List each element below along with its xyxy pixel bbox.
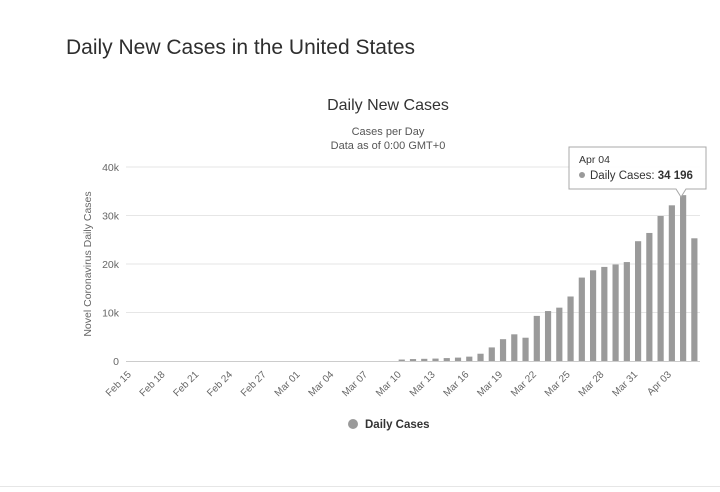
bar[interactable] [533, 315, 540, 361]
bar[interactable] [477, 353, 484, 361]
x-tick-label: Mar 22 [509, 369, 539, 399]
tooltip-value-line: Daily Cases: 34 196 [590, 170, 693, 182]
x-tick-label: Feb 27 [239, 369, 269, 399]
bar[interactable] [454, 357, 462, 361]
bar[interactable] [578, 277, 585, 361]
tooltip: Apr 04 Daily Cases: 34 196 [568, 146, 707, 198]
bar[interactable] [488, 347, 495, 361]
chart-subtitle-line-2: Data as of 0:00 GMT+0 [331, 140, 446, 152]
bar[interactable] [567, 296, 574, 361]
chart-subtitle-line-1: Cases per Day [352, 126, 425, 138]
bar[interactable] [511, 334, 518, 361]
tooltip-series-label: Daily Cases: [590, 170, 655, 182]
x-tick-label: Mar 31 [610, 369, 640, 399]
tooltip-series-marker [579, 172, 585, 178]
bar[interactable] [398, 359, 405, 361]
x-tick-label: Mar 01 [273, 369, 303, 399]
x-tick-label: Feb 24 [205, 369, 235, 399]
x-tick-label: Mar 10 [374, 369, 404, 399]
bar[interactable] [691, 238, 698, 361]
tooltip-box [568, 146, 707, 198]
y-tick-label: 20k [102, 259, 120, 271]
x-tick-label: Feb 21 [171, 369, 201, 399]
y-tick-label: 10k [102, 308, 120, 320]
y-axis-label: Novel Coronavirus Daily Cases [82, 191, 94, 336]
bar[interactable] [556, 307, 563, 361]
bar[interactable] [499, 339, 507, 361]
x-tick-label: Mar 04 [307, 369, 337, 399]
bar[interactable] [623, 262, 630, 361]
page-title: Daily New Cases in the United States [66, 36, 415, 59]
y-tick-label: 30k [102, 211, 120, 223]
legend-marker [348, 419, 358, 429]
legend-label[interactable]: Daily Cases [365, 419, 430, 431]
x-tick-label: Mar 07 [340, 369, 370, 399]
y-tick-label: 0 [113, 356, 119, 368]
y-axis-ticks: 0 10k 20k 30k 40k [102, 162, 120, 368]
x-tick-label: Mar 25 [543, 369, 573, 399]
bar[interactable] [680, 195, 687, 361]
x-tick-label: Mar 13 [408, 369, 438, 399]
x-tick-label: Mar 16 [442, 369, 472, 399]
bar[interactable] [409, 359, 417, 361]
bar[interactable] [544, 311, 552, 361]
x-tick-label: Feb 15 [104, 369, 134, 399]
chart-title: Daily New Cases [327, 97, 449, 114]
bars[interactable] [398, 195, 698, 361]
x-tick-label: Feb 18 [138, 369, 168, 399]
bar[interactable] [432, 358, 439, 361]
bar[interactable] [421, 358, 428, 361]
x-axis-ticks: Feb 15 Feb 18 Feb 21 Feb 24 Feb 27 Mar 01 Mar … [104, 369, 674, 399]
tooltip-value: 34 196 [658, 170, 693, 182]
bar[interactable] [522, 337, 529, 361]
x-tick-label: Mar 28 [577, 369, 607, 399]
bar[interactable] [646, 232, 653, 361]
bar[interactable] [612, 264, 619, 361]
bar[interactable] [657, 215, 664, 361]
x-tick-label: Apr 03 [645, 369, 674, 398]
y-tick-label: 40k [102, 162, 120, 174]
bar[interactable] [635, 241, 642, 361]
bar[interactable] [589, 270, 597, 361]
bar[interactable] [466, 356, 473, 361]
bar[interactable] [601, 266, 608, 361]
x-tick-label: Mar 19 [475, 369, 505, 399]
bar[interactable] [443, 358, 450, 361]
bottom-divider [0, 486, 720, 487]
legend[interactable]: Daily Cases [348, 419, 430, 431]
bar[interactable] [668, 205, 675, 361]
tooltip-date: Apr 04 [579, 154, 610, 166]
